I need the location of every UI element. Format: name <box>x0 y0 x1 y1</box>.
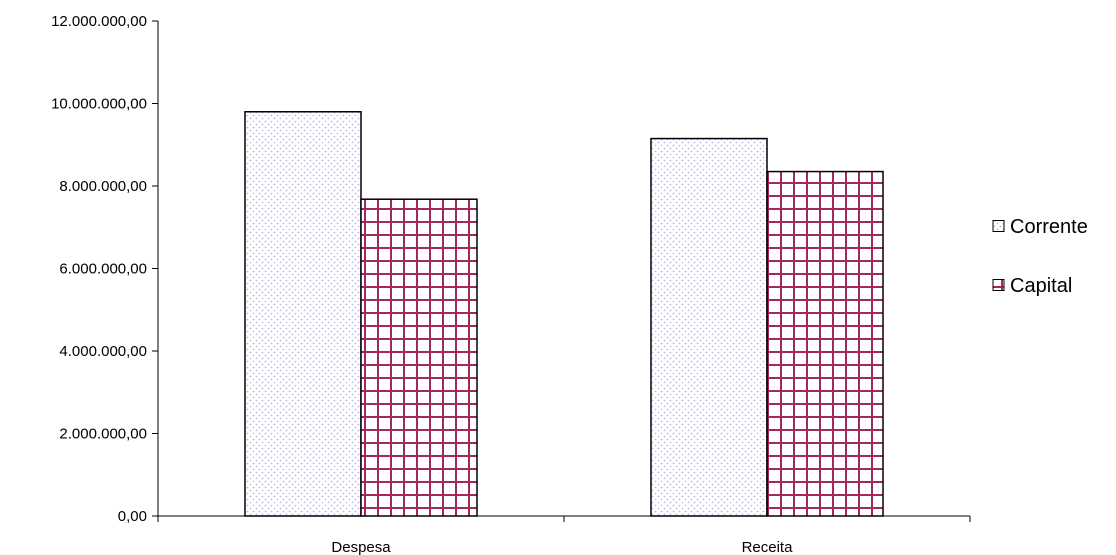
y-tick-label: 10.000.000,00 <box>51 96 147 113</box>
legend: Corrente Capital <box>992 216 1088 297</box>
y-tick-label: 2.000.000,00 <box>59 426 147 443</box>
y-tick-label: 0,00 <box>118 508 147 525</box>
y-tick-label: 8.000.000,00 <box>59 178 147 195</box>
legend-swatch-corrente <box>992 220 1005 232</box>
legend-swatch-capital <box>992 279 1005 291</box>
bar-capital-despesa <box>360 198 478 517</box>
x-category-label: Despesa <box>331 539 391 555</box>
bars <box>244 111 884 517</box>
x-category-label: Receita <box>742 539 794 555</box>
bar-capital-receita <box>766 170 884 517</box>
bar-corrente-receita <box>650 137 768 517</box>
y-tick-label: 12.000.000,00 <box>51 13 147 30</box>
bar-corrente-despesa <box>244 111 362 517</box>
y-tick-label: 6.000.000,00 <box>59 261 147 278</box>
y-tick-label: 4.000.000,00 <box>59 343 147 360</box>
legend-label-capital: Capital <box>1010 275 1072 297</box>
legend-label-corrente: Corrente <box>1010 216 1088 238</box>
axes: 0,00 2.000.000,00 4.000.000,00 6.000.000,00… <box>51 13 971 555</box>
